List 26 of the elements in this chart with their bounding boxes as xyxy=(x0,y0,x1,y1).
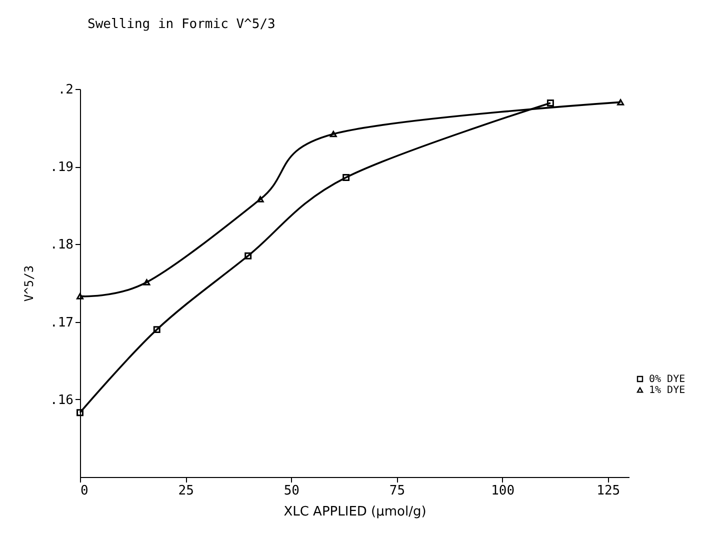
legend-label: 1% DYE xyxy=(649,385,686,396)
point xyxy=(617,99,624,106)
y-tick-label: .17 xyxy=(50,315,74,330)
x-tick-label: 25 xyxy=(178,484,194,498)
y-axis-title: V^5/3 xyxy=(22,265,36,302)
point xyxy=(76,293,84,300)
point xyxy=(256,196,264,202)
point xyxy=(143,279,150,286)
y-tick-label: .19 xyxy=(50,160,74,176)
x-tick-label: 125 xyxy=(596,484,620,498)
point xyxy=(153,326,160,334)
y-tick-label: .18 xyxy=(50,238,74,253)
y-tick-label: .2 xyxy=(58,82,74,98)
y-tick-label: .16 xyxy=(50,392,74,408)
point xyxy=(330,130,337,138)
x-tick-label: 50 xyxy=(284,484,300,498)
x-axis-title: XLC APPLIED (μmol/g) xyxy=(284,504,426,520)
point xyxy=(342,174,350,181)
chart-title: Swelling in Formic V^5/3 xyxy=(88,17,276,32)
point xyxy=(546,99,554,106)
legend-label: 0% DYE xyxy=(649,374,686,385)
point xyxy=(76,409,84,416)
point xyxy=(244,252,252,260)
x-tick-label: 75 xyxy=(389,484,406,498)
x-tick-label: 100 xyxy=(491,484,515,498)
x-tick-label: 0 xyxy=(80,484,88,498)
